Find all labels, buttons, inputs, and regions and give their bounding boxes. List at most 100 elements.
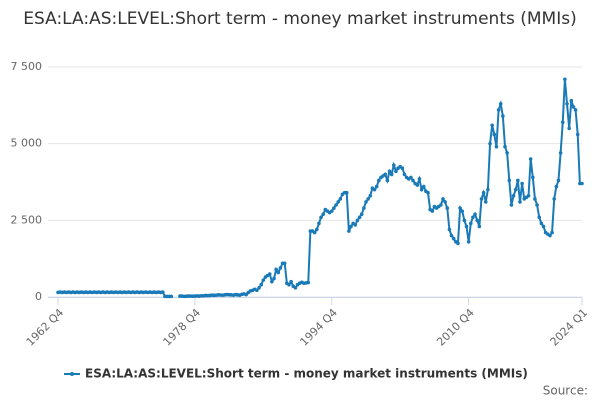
data-point [571, 105, 576, 109]
x-tick-label: 2010 Q4 [434, 306, 477, 349]
data-point [558, 151, 563, 155]
data-point [336, 200, 340, 204]
data-point [415, 183, 420, 187]
data-point [353, 223, 358, 227]
data-point [573, 108, 578, 112]
data-point [374, 184, 379, 189]
data-point [466, 240, 471, 244]
data-point [460, 209, 465, 213]
data-point [417, 177, 422, 181]
data-point [503, 144, 507, 149]
data-point [426, 190, 430, 195]
data-point [531, 175, 535, 180]
data-point [347, 229, 351, 233]
data-point [449, 233, 454, 238]
data-point [355, 218, 360, 223]
data-point [267, 272, 272, 276]
data-point [272, 276, 276, 281]
x-tick-label: 1978 Q4 [161, 306, 204, 349]
data-point [411, 178, 415, 183]
data-point [479, 197, 484, 201]
data-point [362, 206, 366, 210]
data-point [535, 203, 539, 207]
data-point [554, 184, 559, 189]
data-point [261, 278, 266, 282]
data-point [293, 286, 298, 290]
data-point [560, 120, 565, 124]
data-point [488, 141, 492, 146]
data-point [548, 233, 552, 238]
y-tick-label: 0 [35, 290, 42, 303]
data-point [473, 212, 477, 216]
data-point [477, 224, 482, 229]
data-point [391, 163, 396, 167]
data-point [306, 280, 311, 285]
data-point [270, 279, 274, 284]
data-point [462, 218, 467, 223]
data-point [451, 236, 456, 241]
data-point [445, 206, 450, 210]
data-point [526, 194, 531, 198]
data-point [518, 200, 522, 204]
data-point [394, 169, 398, 174]
data-point [377, 178, 381, 183]
chart-title: ESA:LA:AS:LEVEL:Short term - money marke… [23, 9, 577, 29]
data-point [511, 194, 516, 198]
data-point [385, 178, 390, 183]
data-point [490, 123, 494, 128]
data-point [528, 157, 533, 161]
data-point [402, 172, 407, 177]
data-point [513, 187, 518, 192]
data-point [169, 294, 174, 299]
data-point [329, 209, 334, 213]
data-point [364, 200, 368, 204]
data-point [509, 203, 514, 207]
data-point [334, 203, 338, 207]
data-point [161, 290, 165, 294]
data-point [321, 212, 326, 216]
y-tick-label: 5 000 [11, 137, 43, 150]
data-point [255, 288, 259, 293]
data-point [552, 197, 556, 201]
data-point [501, 114, 505, 118]
x-tick-label: 1994 Q4 [297, 306, 340, 349]
data-point [312, 230, 317, 235]
data-point [430, 209, 435, 213]
data-point [483, 200, 488, 204]
data-point [569, 98, 574, 103]
data-point [498, 102, 503, 106]
data-point [537, 215, 542, 220]
data-point [533, 197, 537, 201]
data-point [349, 224, 353, 229]
data-point [556, 178, 561, 183]
data-point [458, 206, 462, 210]
x-tick-label: 2024 Q1 [548, 306, 591, 349]
data-point [447, 227, 452, 232]
data-point [287, 282, 291, 287]
data-point [332, 206, 336, 210]
data-point [368, 194, 373, 198]
data-point [575, 132, 580, 137]
data-point [539, 221, 544, 226]
data-point [496, 108, 501, 112]
data-point [507, 178, 512, 183]
data-point [516, 178, 520, 183]
data-point [456, 241, 460, 246]
data-point [289, 279, 293, 284]
data-point [278, 266, 283, 270]
data-point [389, 172, 394, 177]
data-point [471, 215, 475, 220]
data-point [505, 151, 509, 155]
data-point [366, 197, 370, 201]
credit: Source: [543, 384, 588, 398]
data-point [338, 197, 343, 201]
legend-marker [70, 372, 74, 376]
data-point [439, 203, 443, 207]
y-tick-label: 7 500 [11, 60, 43, 73]
data-point [580, 181, 584, 186]
data-point [443, 200, 447, 204]
series-line [179, 79, 582, 298]
data-point [387, 169, 392, 174]
